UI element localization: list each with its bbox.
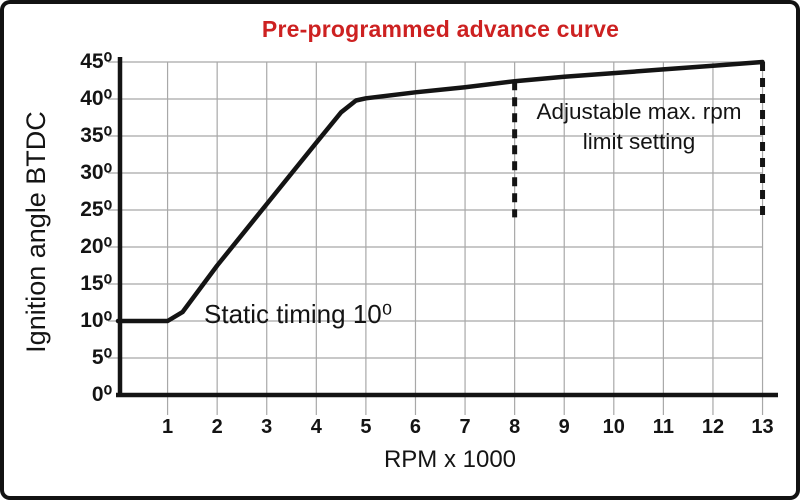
x-tick-label: 7 xyxy=(459,416,471,438)
x-tick-label: 2 xyxy=(211,416,223,438)
x-tick-label: 6 xyxy=(409,416,422,438)
x-tick-label: 1 xyxy=(162,416,174,438)
x-tick-label: 8 xyxy=(509,416,521,438)
rpm-limit-annotation-line1: Adjustable max. rpm xyxy=(536,99,742,124)
rpm-limit-annotation: Adjustable max. rpm limit setting xyxy=(514,97,764,157)
y-tick-label: 35⁰ xyxy=(80,124,112,147)
x-axis-title: RPM x 1000 xyxy=(383,446,517,473)
y-tick-label: 40⁰ xyxy=(80,87,112,110)
x-tick-label: 5 xyxy=(360,416,372,438)
x-tick-label: 13 xyxy=(751,416,774,438)
static-timing-annotation: Static timing 10⁰ xyxy=(204,299,393,329)
x-tick-label: 9 xyxy=(558,416,570,438)
y-tick-label: 10⁰ xyxy=(80,309,112,332)
x-tick-label: 11 xyxy=(652,416,674,438)
y-tick-label: 0⁰ xyxy=(91,383,112,406)
x-tick-label: 12 xyxy=(701,416,725,438)
advance-curve-line xyxy=(115,59,765,324)
y-tick-label: 30⁰ xyxy=(80,161,112,184)
x-tick-label: 10 xyxy=(602,416,625,438)
y-tick-label: 20⁰ xyxy=(80,235,112,258)
x-tick-label: 3 xyxy=(261,416,273,438)
y-tick-label: 15⁰ xyxy=(80,272,112,295)
y-tick-label: 25⁰ xyxy=(80,198,112,221)
y-tick-label: 45⁰ xyxy=(80,50,112,73)
y-tick-label: 5⁰ xyxy=(91,346,112,369)
rpm-limit-annotation-line2: limit setting xyxy=(582,129,696,154)
chart-title: Pre-programmed advance curve xyxy=(261,16,620,42)
x-tick-label: 4 xyxy=(310,416,322,438)
